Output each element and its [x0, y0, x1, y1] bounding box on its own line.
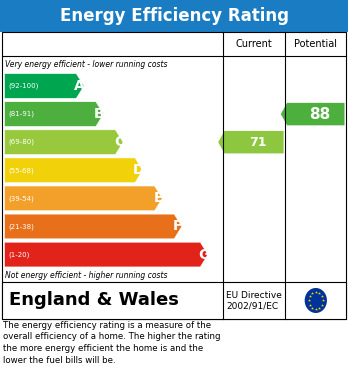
Text: B: B: [94, 107, 105, 121]
Bar: [2, 32, 346, 319]
Polygon shape: [5, 74, 84, 99]
Text: Potential: Potential: [294, 39, 337, 49]
Polygon shape: [5, 130, 123, 154]
Text: C: C: [114, 135, 124, 149]
Text: England & Wales: England & Wales: [9, 291, 179, 310]
Circle shape: [305, 288, 327, 313]
Polygon shape: [5, 242, 208, 267]
Bar: [2, 282, 346, 319]
Text: Very energy efficient - lower running costs: Very energy efficient - lower running co…: [5, 59, 168, 69]
Text: (55-68): (55-68): [8, 167, 34, 174]
Text: 71: 71: [249, 136, 266, 149]
Text: G: G: [198, 248, 209, 262]
Text: Current: Current: [236, 39, 272, 49]
Polygon shape: [5, 214, 182, 239]
Text: 88: 88: [309, 107, 330, 122]
Text: (81-91): (81-91): [8, 111, 34, 117]
Text: F: F: [173, 219, 182, 233]
Polygon shape: [5, 102, 104, 126]
Text: EU Directive
2002/91/EC: EU Directive 2002/91/EC: [226, 291, 282, 310]
Text: (1-20): (1-20): [8, 251, 29, 258]
Text: (21-38): (21-38): [8, 223, 34, 230]
Bar: [0, 0, 348, 32]
Text: A: A: [74, 79, 85, 93]
Text: D: D: [133, 163, 144, 177]
Text: E: E: [153, 191, 163, 205]
Polygon shape: [5, 186, 162, 211]
Text: Not energy efficient - higher running costs: Not energy efficient - higher running co…: [5, 271, 168, 280]
Text: (39-54): (39-54): [8, 195, 34, 202]
Text: (92-100): (92-100): [8, 83, 38, 89]
Text: The energy efficiency rating is a measure of the
overall efficiency of a home. T: The energy efficiency rating is a measur…: [3, 321, 221, 365]
Polygon shape: [5, 158, 143, 183]
Text: (69-80): (69-80): [8, 139, 34, 145]
Polygon shape: [281, 103, 345, 126]
Text: Energy Efficiency Rating: Energy Efficiency Rating: [60, 7, 288, 25]
Polygon shape: [218, 131, 284, 153]
